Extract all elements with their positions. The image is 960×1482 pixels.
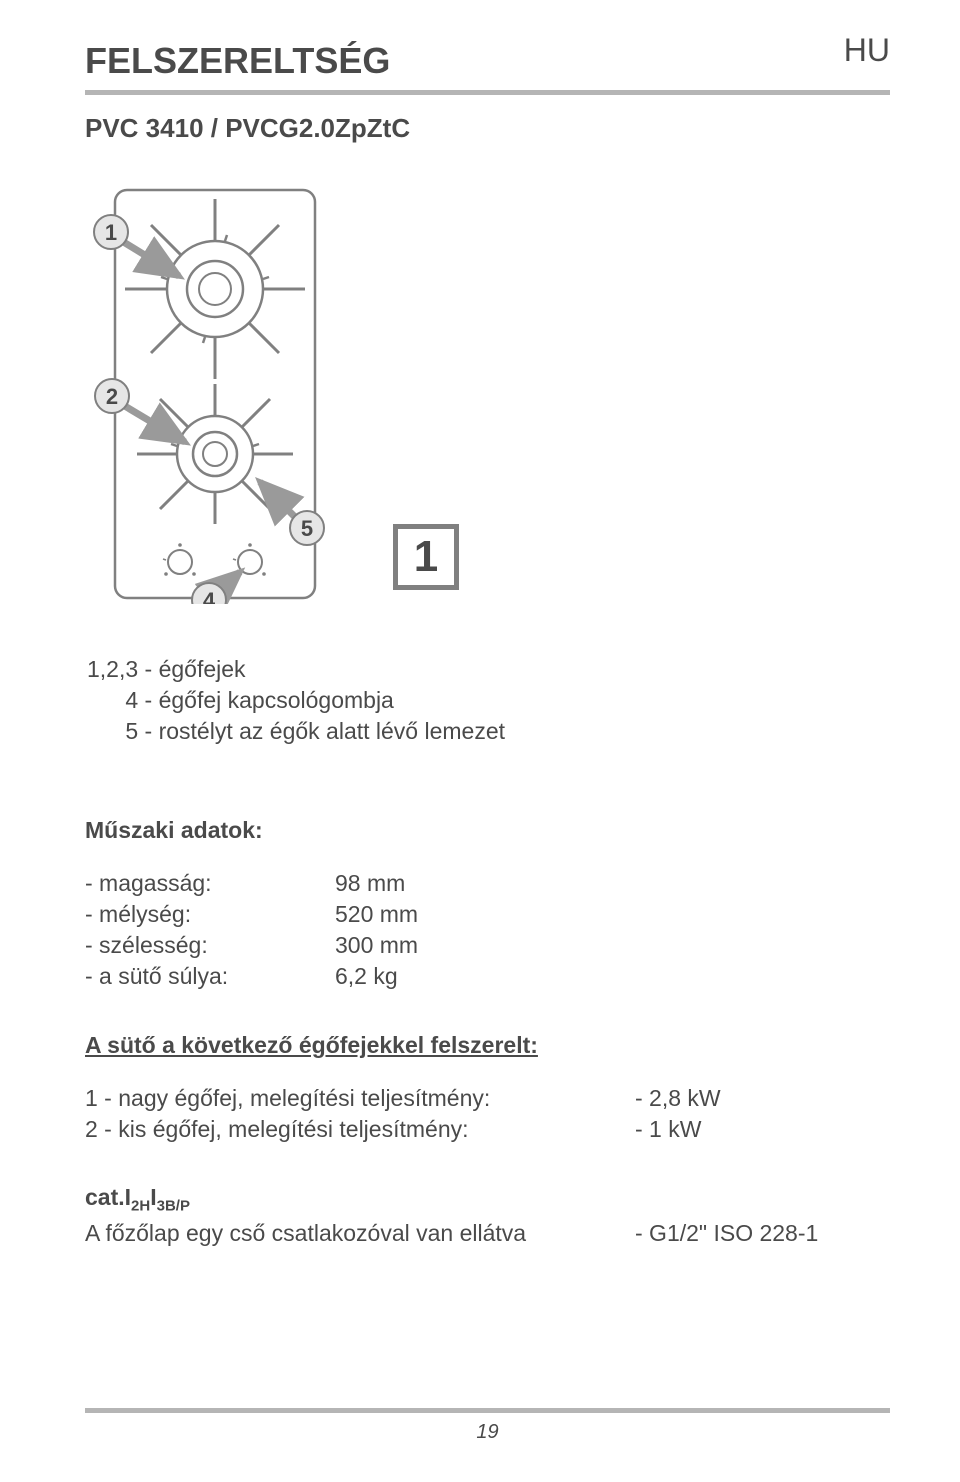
connector-label: A főzőlap egy cső csatlakozóval van ellá…: [85, 1217, 635, 1249]
burner-value: - 2,8 kW: [635, 1083, 775, 1114]
footer-rule: [85, 1408, 890, 1413]
language-code: HU: [844, 32, 890, 69]
spec-row: - magasság: 98 mm: [85, 868, 890, 899]
legend-block: 1,2,3 - égőfejek 4 - égőfej kapcsológomb…: [85, 654, 890, 747]
diagram-row: 1 2 5 4 1: [85, 184, 890, 604]
cat-prefix: cat.: [85, 1184, 125, 1210]
burner-label: 2 - kis égőfej, melegítési teljesítmény:: [85, 1114, 635, 1145]
legend-line-3: 5 - rostélyt az égők alatt lévő lemezet: [87, 716, 890, 747]
cat-sub1: 2H: [131, 1198, 150, 1215]
burner-row: 2 - kis égőfej, melegítési teljesítmény:…: [85, 1114, 890, 1145]
burner-row: 1 - nagy égőfej, melegítési teljesítmény…: [85, 1083, 890, 1114]
spec-label: - magasság:: [85, 868, 335, 899]
connector-value: - G1/2" ISO 228-1: [635, 1217, 855, 1249]
callout-4: 4: [203, 588, 216, 604]
spec-label: - a sütő súlya:: [85, 961, 335, 992]
burner-value: - 1 kW: [635, 1114, 775, 1145]
spec-label: - szélesség:: [85, 930, 335, 961]
category-line: cat.I2HI3B/P: [85, 1181, 890, 1217]
spec-value: 6,2 kg: [335, 961, 475, 992]
spec-row: - mélység: 520 mm: [85, 899, 890, 930]
equipped-heading: A sütő a következő égőfejekkel felszerel…: [85, 1032, 890, 1059]
burner-label: 1 - nagy égőfej, melegítési teljesítmény…: [85, 1083, 635, 1114]
legend-line-2: 4 - égőfej kapcsológombja: [87, 685, 890, 716]
callout-5: 5: [301, 516, 313, 541]
specs-heading: Műszaki adatok:: [85, 817, 890, 844]
spec-value: 300 mm: [335, 930, 475, 961]
spec-value: 98 mm: [335, 868, 475, 899]
callout-1: 1: [105, 220, 117, 245]
spec-row: - a sütő súlya: 6,2 kg: [85, 961, 890, 992]
specs-table: - magasság: 98 mm - mélység: 520 mm - sz…: [85, 868, 890, 992]
spec-label: - mélység:: [85, 899, 335, 930]
callout-2: 2: [106, 384, 118, 409]
cooktop-diagram: 1 2 5 4: [85, 184, 345, 604]
title-underline: [85, 90, 890, 95]
legend-line-1: 1,2,3 - égőfejek: [87, 654, 890, 685]
page-number: 19: [85, 1421, 890, 1444]
page-title: FELSZERELTSÉG: [85, 40, 890, 82]
burner-block: 1 - nagy égőfej, melegítési teljesítmény…: [85, 1083, 890, 1145]
page-footer: 19: [85, 1408, 890, 1444]
spec-row: - szélesség: 300 mm: [85, 930, 890, 961]
connector-row: A főzőlap egy cső csatlakozóval van ellá…: [85, 1217, 890, 1249]
spec-value: 520 mm: [335, 899, 475, 930]
model-subtitle: PVC 3410 / PVCG2.0ZpZtC: [85, 113, 890, 144]
figure-number-box: 1: [393, 524, 459, 590]
cat-sub2: 3B/P: [157, 1198, 190, 1215]
